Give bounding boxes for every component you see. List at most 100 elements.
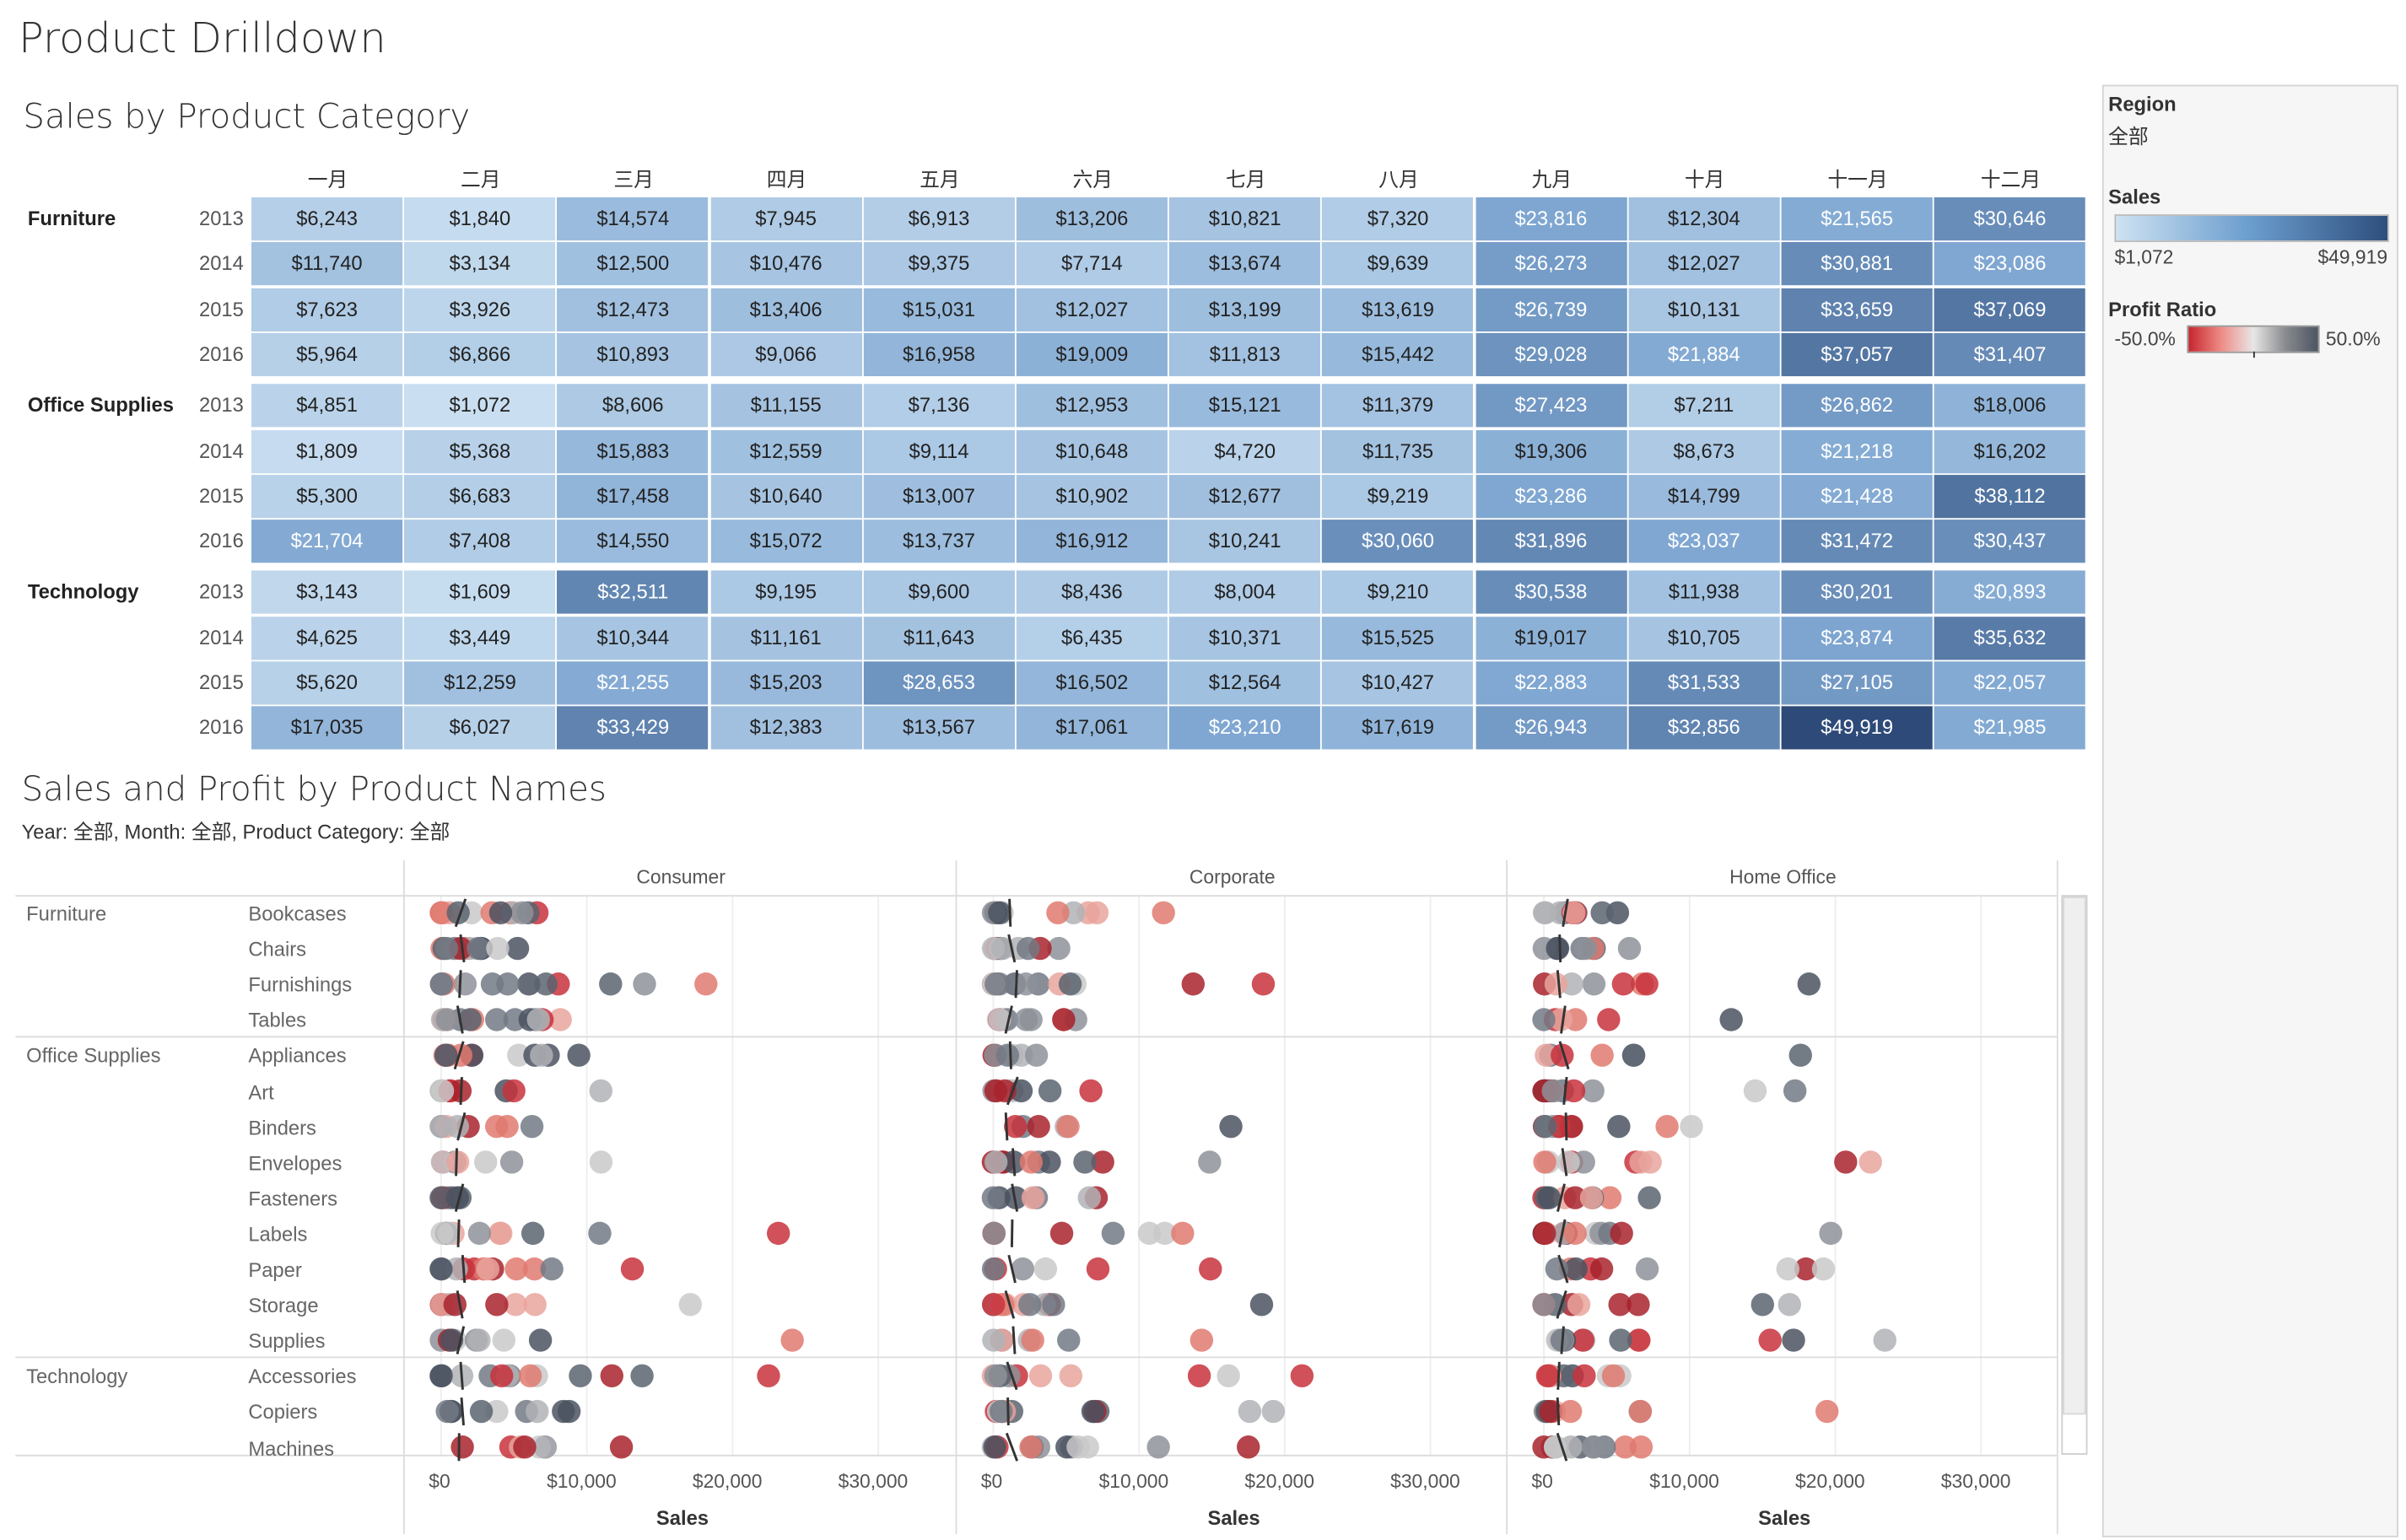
scatter-point[interactable] — [435, 1008, 459, 1031]
scatter-point[interactable] — [1778, 1293, 1801, 1317]
heatmap-cell[interactable]: $21,428 — [1781, 474, 1933, 519]
scatter-point[interactable] — [505, 936, 530, 961]
heatmap-cell[interactable]: $5,368 — [404, 429, 556, 473]
heatmap-cell[interactable]: $21,565 — [1781, 197, 1933, 241]
scatter-point[interactable] — [1609, 1328, 1632, 1352]
scatter-point[interactable] — [1589, 1257, 1614, 1281]
scatter-point[interactable] — [1058, 972, 1082, 996]
heatmap-cell[interactable]: $1,609 — [404, 570, 556, 614]
heatmap-cell[interactable]: $13,737 — [863, 520, 1015, 563]
heatmap-cell[interactable]: $6,866 — [404, 333, 556, 377]
scatter-point[interactable] — [429, 1257, 453, 1281]
scatter-point[interactable] — [1873, 1328, 1896, 1352]
heatmap-cell[interactable]: $7,408 — [404, 520, 556, 563]
scatter-point[interactable] — [443, 1293, 467, 1317]
scatter-point[interactable] — [489, 1221, 513, 1246]
scatter-point[interactable] — [429, 972, 453, 996]
scatter-point[interactable] — [445, 1150, 470, 1174]
heatmap-cell[interactable]: $9,375 — [863, 242, 1015, 286]
scatter-point[interactable] — [1719, 1008, 1743, 1031]
heatmap-cell[interactable]: $15,121 — [1169, 384, 1321, 428]
heatmap-cell[interactable]: $35,632 — [1934, 616, 2086, 660]
heatmap-cell[interactable]: $6,435 — [1016, 616, 1168, 660]
scatter-point[interactable] — [1014, 1008, 1038, 1031]
heatmap-cell[interactable]: $15,203 — [710, 661, 862, 705]
scatter-point[interactable] — [1056, 1114, 1080, 1139]
scatter-point[interactable] — [435, 1399, 459, 1424]
scatter-point[interactable] — [429, 1186, 453, 1209]
heatmap-cell[interactable]: $30,060 — [1322, 520, 1474, 563]
scatter-point[interactable] — [1073, 1150, 1097, 1174]
scatter-point[interactable] — [1638, 1150, 1662, 1174]
heatmap-cell[interactable]: $7,320 — [1322, 197, 1474, 241]
scatter-point[interactable] — [1049, 1221, 1074, 1246]
heatmap-cell[interactable]: $11,643 — [863, 616, 1015, 660]
heatmap-cell[interactable]: $38,112 — [1934, 474, 2086, 519]
scatter-point[interactable] — [499, 1150, 524, 1174]
heatmap-cell[interactable]: $9,210 — [1322, 570, 1474, 614]
scatter-point[interactable] — [1171, 1221, 1195, 1246]
scatter-point[interactable] — [1628, 1399, 1653, 1424]
heatmap-cell[interactable]: $32,856 — [1628, 707, 1780, 751]
heatmap-cell[interactable]: $10,131 — [1628, 288, 1780, 331]
heatmap-cell[interactable]: $23,210 — [1169, 707, 1321, 751]
scatter-point[interactable] — [1137, 1221, 1162, 1246]
scatter-point[interactable] — [1077, 1186, 1101, 1209]
heatmap-cell[interactable]: $10,241 — [1169, 520, 1321, 563]
scatter-point[interactable] — [1532, 1008, 1556, 1031]
scatter-point[interactable] — [1582, 1435, 1605, 1459]
heatmap-cell[interactable]: $12,259 — [404, 661, 556, 705]
scatter-point[interactable] — [1019, 1150, 1044, 1174]
scatter-point[interactable] — [589, 1150, 613, 1174]
heatmap-cell[interactable]: $7,623 — [251, 288, 403, 331]
scatter-point[interactable] — [521, 1221, 545, 1246]
scatter-point[interactable] — [599, 972, 623, 996]
scatter-point[interactable] — [467, 1328, 491, 1352]
heatmap-cell[interactable]: $12,953 — [1016, 384, 1168, 428]
scatter-point[interactable] — [567, 1043, 591, 1067]
scatter-point[interactable] — [496, 972, 520, 996]
heatmap-cell[interactable]: $23,086 — [1934, 242, 2086, 286]
scatter-point[interactable] — [589, 1079, 612, 1103]
scatter-point[interactable] — [1573, 1364, 1596, 1388]
heatmap-cell[interactable]: $12,677 — [1169, 474, 1321, 519]
scatter-point[interactable] — [1782, 1328, 1805, 1352]
heatmap-cell[interactable]: $5,620 — [251, 661, 403, 705]
scatter-point[interactable] — [1146, 1435, 1170, 1459]
scatter-point[interactable] — [526, 1399, 549, 1424]
heatmap-cell[interactable]: $30,201 — [1781, 570, 1933, 614]
scatter-point[interactable] — [540, 1257, 564, 1281]
scatter-point[interactable] — [486, 936, 510, 961]
heatmap-cell[interactable]: $13,567 — [863, 707, 1015, 751]
heatmap-cell[interactable]: $9,219 — [1322, 474, 1474, 519]
scatter-point[interactable] — [484, 1008, 509, 1031]
scatter-point[interactable] — [476, 1257, 499, 1281]
heatmap-cell[interactable]: $16,202 — [1934, 429, 2086, 473]
heatmap-cell[interactable]: $23,286 — [1475, 474, 1627, 519]
heatmap-cell[interactable]: $31,472 — [1781, 520, 1933, 563]
scatter-point[interactable] — [1743, 1079, 1767, 1103]
heatmap-cell[interactable]: $10,427 — [1322, 661, 1474, 705]
heatmap-cell[interactable]: $29,028 — [1475, 333, 1627, 377]
heatmap-cell[interactable]: $14,574 — [557, 197, 709, 241]
scatter-point[interactable] — [528, 1328, 553, 1352]
scatter-point[interactable] — [557, 1399, 581, 1424]
scatter-point[interactable] — [1046, 901, 1070, 925]
scatter-point[interactable] — [1776, 1257, 1799, 1281]
heatmap-cell[interactable]: $26,862 — [1781, 384, 1933, 428]
scatter-point[interactable] — [1219, 1114, 1243, 1139]
heatmap-cell[interactable]: $22,883 — [1475, 661, 1627, 705]
heatmap-cell[interactable]: $17,061 — [1016, 707, 1168, 751]
scatter-point[interactable] — [990, 936, 1015, 961]
scatter-point[interactable] — [1626, 1293, 1650, 1317]
scatter-point[interactable] — [1187, 1364, 1211, 1388]
heatmap-cell[interactable]: $21,884 — [1628, 333, 1780, 377]
heatmap-cell[interactable]: $37,069 — [1934, 288, 2086, 331]
scatter-point[interactable] — [1564, 1257, 1588, 1281]
scatter-point[interactable] — [1533, 1114, 1557, 1139]
heatmap-cell[interactable]: $20,893 — [1934, 570, 2086, 614]
scatter-point[interactable] — [507, 1043, 531, 1067]
scatter-point[interactable] — [995, 1043, 1020, 1067]
scatter-point[interactable] — [520, 1114, 544, 1139]
scatter-point[interactable] — [766, 1221, 790, 1246]
